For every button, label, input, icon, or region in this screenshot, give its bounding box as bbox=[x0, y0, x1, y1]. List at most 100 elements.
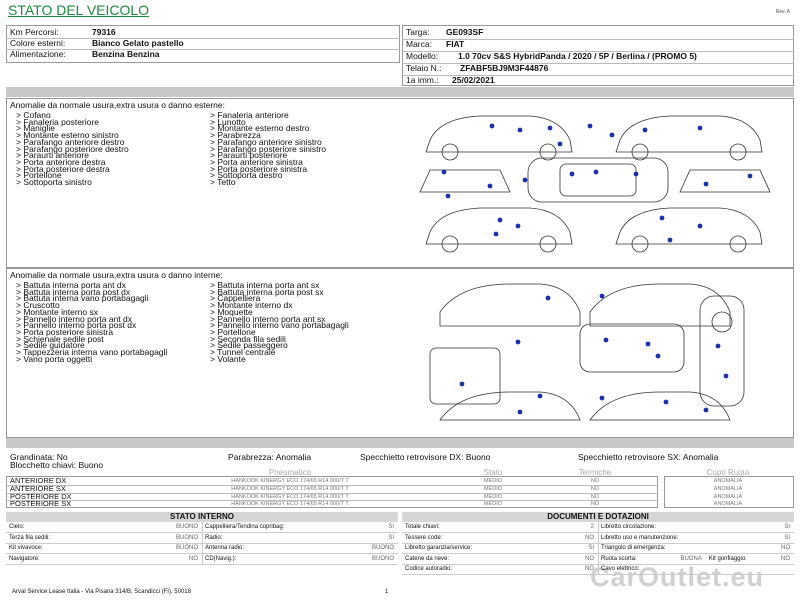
tire-cell: NO bbox=[590, 493, 600, 500]
col-line bbox=[598, 522, 599, 533]
col-line bbox=[202, 553, 203, 564]
field-value: BUONO bbox=[175, 524, 198, 530]
section-title: Anomalie da normale usura,extra usura o … bbox=[10, 100, 225, 110]
status-item: Blocchetto chiavi: Buono bbox=[10, 460, 104, 470]
status-item: Grandinata: No bbox=[10, 452, 68, 462]
field-label: Kit gonfiaggio: bbox=[708, 555, 747, 562]
field-label: Radio: bbox=[205, 534, 223, 541]
anomaly-item: > Battuta interna porta post dx bbox=[16, 286, 131, 297]
tire-table bbox=[664, 476, 794, 508]
tire-position: POSTERIORE DX bbox=[10, 492, 72, 501]
info-value: Bianco Gelato pastello bbox=[92, 38, 184, 48]
anomaly-list: > Battuta interna porta ant sx > Battuta … bbox=[210, 281, 395, 363]
anomaly-item: > Moquette bbox=[210, 306, 253, 317]
anomaly-item: > Seconda fila sedili bbox=[210, 333, 286, 344]
col-line bbox=[598, 564, 599, 575]
watermark: CarOutlet.eu bbox=[590, 562, 765, 592]
row-line bbox=[402, 38, 794, 40]
anomaly-item: > Battuta interna vano portabagagli bbox=[16, 293, 149, 304]
anomaly-item: > Maniglie bbox=[16, 123, 55, 134]
field-label: Cielo: bbox=[9, 524, 25, 530]
info-value: GE093SF bbox=[446, 27, 484, 37]
field-value: SI bbox=[784, 524, 790, 530]
table-title: STATO INTERNO bbox=[170, 512, 234, 521]
field-label: Libretto garanzia/service: bbox=[405, 545, 473, 551]
anomaly-list: > Fanaleria anteriore > Lunotto > Montante… bbox=[210, 111, 395, 188]
field-label: Kit vivavoce: bbox=[9, 545, 43, 551]
tire-cell: MEDIO bbox=[483, 478, 503, 484]
interior-box bbox=[6, 268, 794, 438]
row-line bbox=[6, 500, 658, 502]
field-value: NO bbox=[585, 534, 594, 541]
anomaly-item: > Cofano bbox=[16, 110, 51, 120]
tire-position: ANTERIORE SX bbox=[10, 484, 66, 493]
field-label: Codice autoradio: bbox=[405, 566, 453, 572]
field-label: Navigatore: bbox=[9, 555, 40, 562]
table-title-bar bbox=[6, 512, 398, 522]
info-label: Marca: bbox=[406, 39, 432, 49]
vehicle-left-box bbox=[6, 25, 400, 63]
field-value: NO bbox=[781, 545, 790, 551]
section-title: Anomalie da normale usura,extra usura o … bbox=[10, 270, 223, 280]
anomaly-item: > Porta posteriore sinistra bbox=[210, 163, 308, 174]
tire-cell: MEDIO bbox=[483, 493, 503, 500]
field-value: NO bbox=[780, 555, 790, 562]
info-value: Benzina Benzina bbox=[92, 49, 160, 59]
field-label: Terza fila sedili: bbox=[9, 534, 51, 541]
anomaly-item: > Montante esterno destro bbox=[210, 123, 310, 134]
info-value: 25/02/2021 bbox=[452, 75, 495, 85]
anomaly-item: > Tetto bbox=[210, 177, 236, 188]
anomaly-item: > Vano porta oggetti bbox=[16, 353, 93, 364]
col-line bbox=[598, 543, 599, 554]
field-value: SI bbox=[588, 545, 594, 551]
interior-diagram bbox=[429, 283, 745, 421]
field-value: BUONO bbox=[371, 545, 394, 551]
anomaly-item: > Pannello interno porta ant sx bbox=[210, 313, 326, 324]
anomaly-item: > Montante interno sx bbox=[16, 306, 98, 317]
field-value: SI bbox=[388, 524, 394, 530]
info-label: Km Percorsi: bbox=[10, 27, 59, 37]
field-label: Cavo elettrico: bbox=[601, 566, 640, 572]
field-value: NO bbox=[189, 555, 198, 562]
info-label: Modello: bbox=[406, 51, 439, 61]
info-value: 79316 bbox=[92, 27, 116, 37]
anomaly-item: > Portellone bbox=[16, 170, 62, 181]
tire-cell: HANKOOK KINERGY ECO 174/65 R14 000/T T bbox=[231, 501, 349, 508]
row-line bbox=[6, 38, 400, 39]
status-item: Parabrezza: Anomalia bbox=[228, 452, 312, 462]
field-label: Antenna radio: bbox=[205, 545, 245, 551]
title: STATO DEL VEICOLO bbox=[8, 2, 150, 18]
row-line bbox=[402, 574, 794, 575]
anomaly-item: > Porta posteriore destra bbox=[16, 163, 110, 174]
field-label: Ruota scorta: bbox=[601, 555, 637, 562]
anomaly-item: > Cruscotto bbox=[16, 300, 60, 311]
field-label: CD(Navig.): bbox=[205, 555, 237, 562]
exterior-box bbox=[6, 98, 794, 268]
anomaly-item: > Portellone bbox=[210, 326, 256, 337]
separator bbox=[6, 438, 794, 448]
vehicle-right-box bbox=[402, 25, 794, 86]
col-line bbox=[202, 532, 203, 543]
field-label: Libretto uso e manutenzione: bbox=[601, 534, 679, 541]
tire-header: Copri Ruota bbox=[706, 468, 750, 477]
info-label: Alimentazione: bbox=[10, 49, 66, 59]
tire-cell: HANKOOK KINERGY ECO 174/65 R14 000/T T bbox=[231, 485, 349, 492]
anomaly-item: > Paraurti anteriore bbox=[16, 150, 89, 161]
anomaly-item: > Parafango posteriore sinistro bbox=[210, 143, 326, 154]
field-value: SI bbox=[388, 534, 394, 541]
field-value: BUONO bbox=[175, 534, 198, 541]
tire-cell: HANKOOK KINERGY ECO 174/65 R14 000/T T bbox=[231, 493, 349, 500]
tire-cell: ANOMALIA bbox=[713, 485, 743, 492]
anomaly-item: > Cappelliera bbox=[210, 293, 261, 304]
field-label: Libretto circolazione: bbox=[601, 524, 657, 530]
tire-cell: HANKOOK KINERGY ECO 174/65 R14 000/T T bbox=[231, 478, 349, 484]
anomaly-item: > Sedile guidatore bbox=[16, 340, 85, 351]
anomaly-item: > Sottoporta destro bbox=[210, 170, 283, 181]
anomaly-item: > Parafango posteriore destro bbox=[16, 143, 129, 154]
field-value: BUONO bbox=[371, 555, 394, 562]
row-line bbox=[402, 62, 794, 64]
anomaly-item: > Tappezzeria interna vano portabagagli bbox=[16, 347, 168, 358]
row-line bbox=[6, 563, 398, 565]
field-label: Cappelliera/Tendina copribag: bbox=[205, 524, 285, 530]
tire-cell: NO bbox=[590, 478, 600, 484]
